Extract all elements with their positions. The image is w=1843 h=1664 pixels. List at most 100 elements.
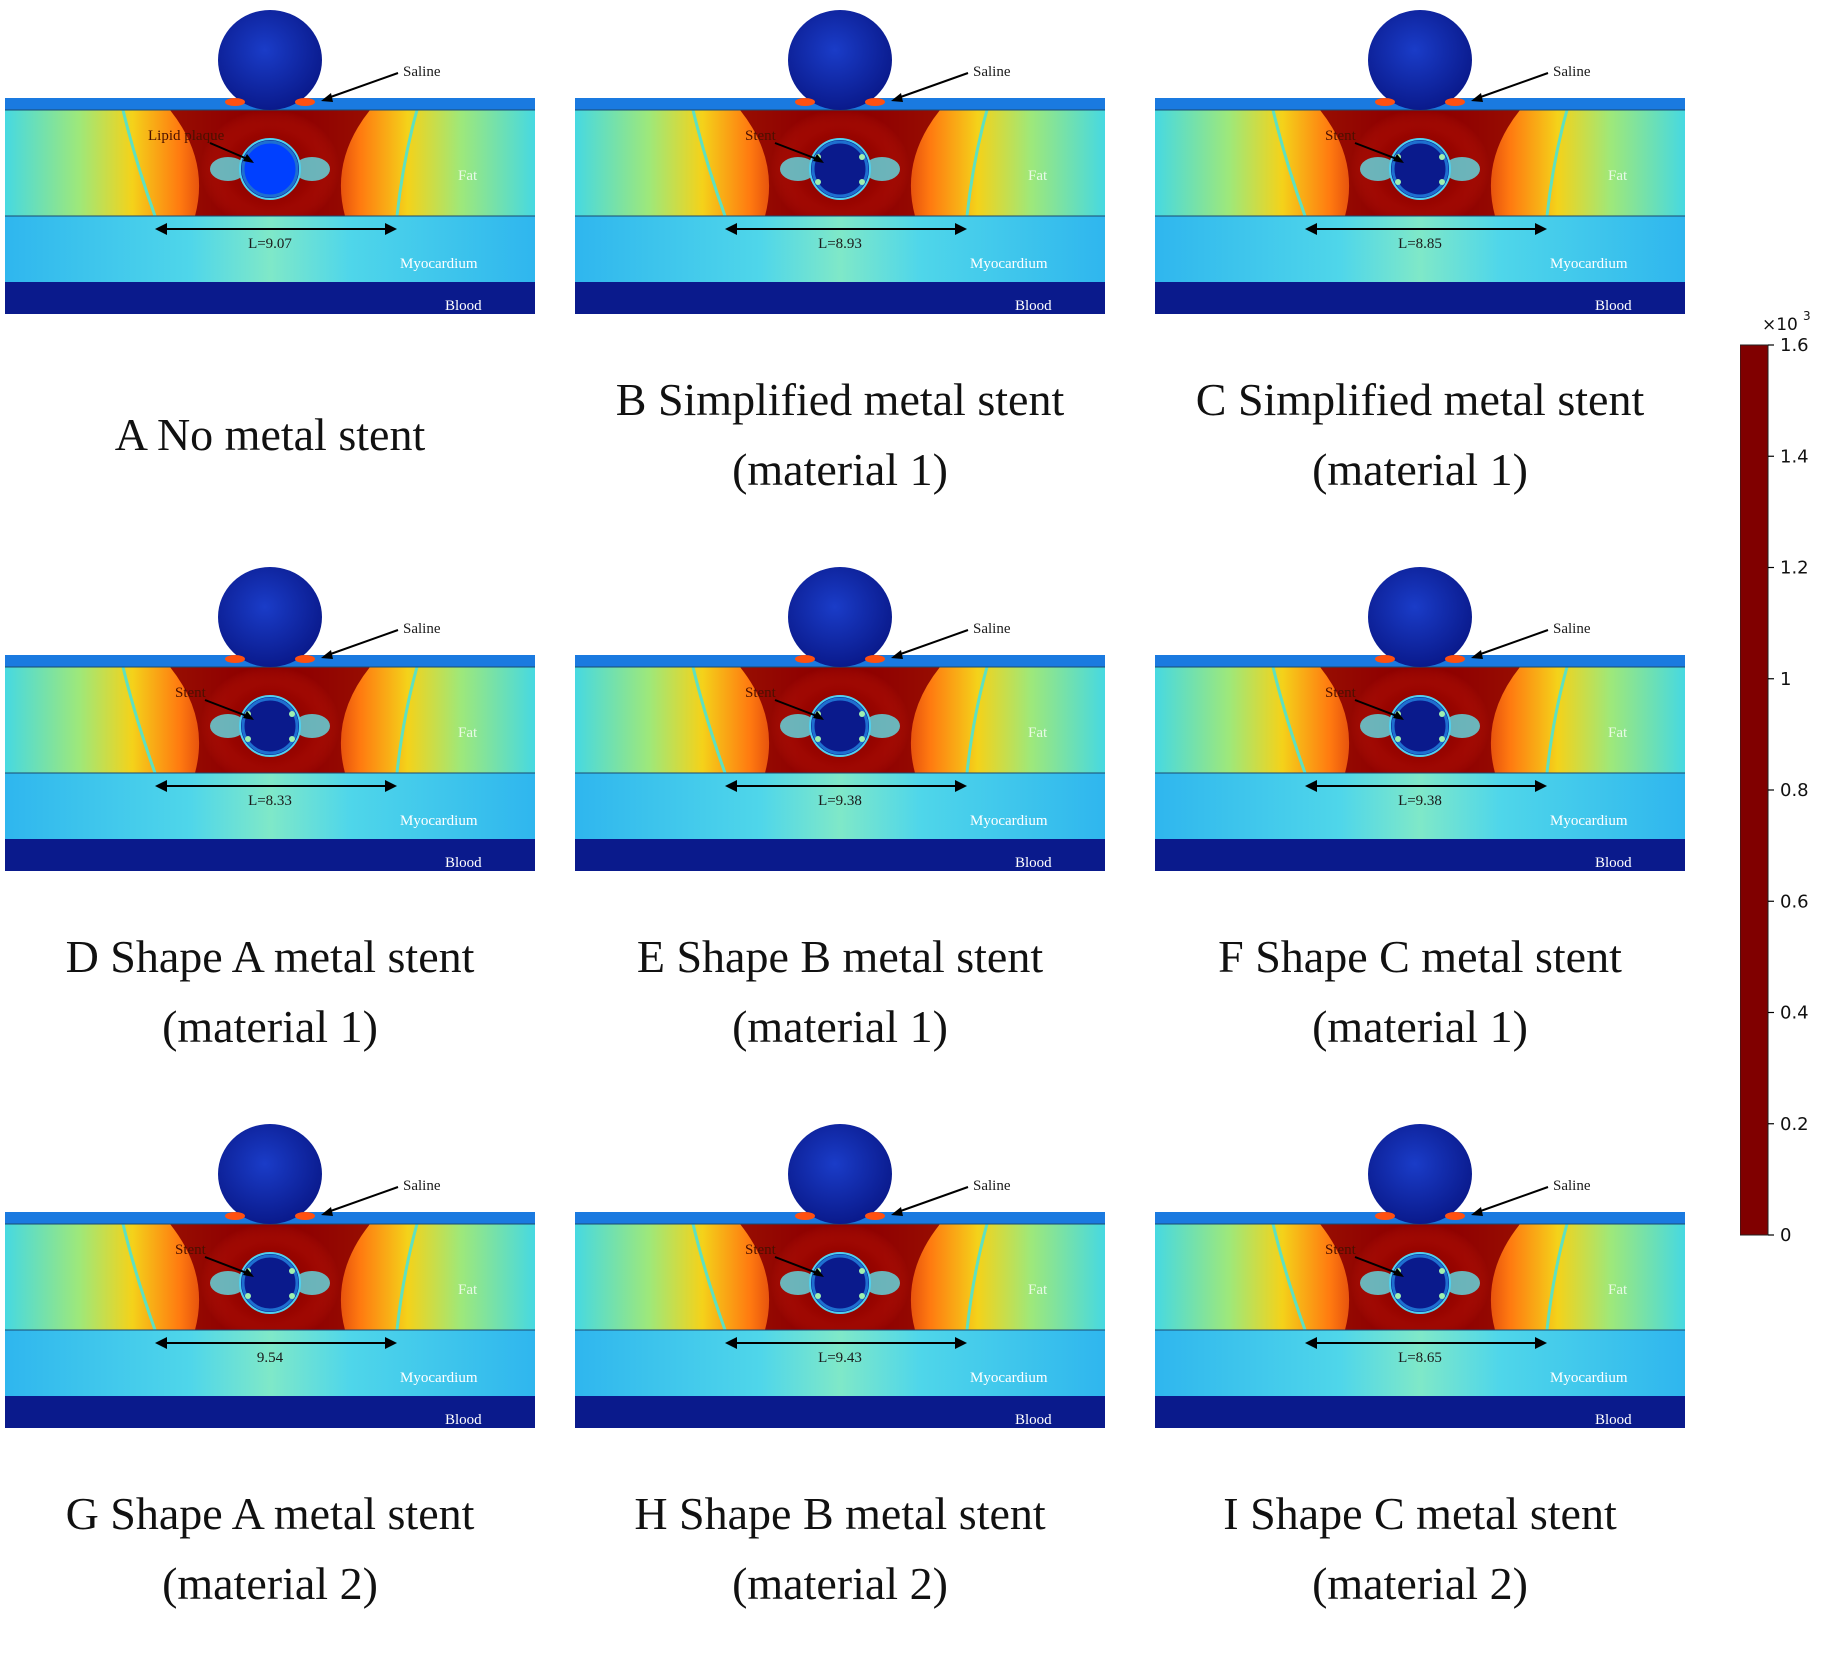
lesion-length-label: L=8.85 [1398, 236, 1442, 252]
saline-label: Saline [403, 1178, 441, 1194]
caption-line-2: (material 1) [732, 1001, 948, 1052]
panel-i: Saline Stent Fat L=8.65 Myocardium Blood… [1155, 1124, 1685, 1664]
myocardium-layer [575, 1330, 1105, 1396]
blood-label: Blood [445, 298, 482, 314]
lesion-length-label: L=9.07 [248, 236, 292, 252]
electrode [1368, 10, 1472, 110]
panel-caption: D Shape A metal stent (material 1) [5, 922, 535, 1062]
simulation-image: Saline Stent Fat L=9.43 Myocardium Blood [575, 1124, 1105, 1444]
panel-d: Saline Stent Fat L=8.33 Myocardium Blood… [5, 567, 535, 1107]
fat-label: Fat [1028, 725, 1048, 741]
colorbar-tick-label: 0.4 [1780, 1003, 1809, 1024]
colorbar-exponent: 3 [1803, 309, 1811, 323]
colorbar-tick-label: 0.2 [1780, 1114, 1809, 1135]
electrode [788, 10, 892, 110]
panel-caption: E Shape B metal stent (material 1) [575, 922, 1105, 1062]
colorbar-tick-label: 0 [1780, 1225, 1791, 1246]
caption-line-1: B Simplified metal stent [615, 374, 1065, 425]
simulation-image: Saline Stent Fat L=8.93 Myocardium Blood [575, 10, 1105, 330]
simulation-image: Saline Stent Fat L=8.33 Myocardium Blood [5, 567, 535, 887]
blood-layer [5, 839, 535, 871]
stent-label: Stent [1325, 685, 1357, 701]
blood-label: Blood [1015, 298, 1052, 314]
stent-label: Stent [1325, 1242, 1357, 1258]
colorbar-tick-label: 0.8 [1780, 780, 1809, 801]
stent-label: Stent [1325, 128, 1357, 144]
blood-label: Blood [445, 855, 482, 871]
caption-line-1: I Shape C metal stent [1223, 1488, 1617, 1539]
blood-label: Blood [445, 1412, 482, 1428]
colorbar-gradient [1739, 344, 1769, 1236]
myocardium-label: Myocardium [1550, 256, 1628, 272]
myocardium-layer [575, 773, 1105, 839]
lesion-length-label: 9.54 [257, 1350, 284, 1366]
myocardium-label: Myocardium [1550, 813, 1628, 829]
colorbar-tick-label: 1.4 [1780, 446, 1809, 467]
lesion-length-label: L=8.93 [818, 236, 862, 252]
blood-layer [1155, 1396, 1685, 1428]
simulation-image: Saline Lipid plaque Fat L=9.07 Myocardiu… [5, 10, 535, 330]
fat-label: Fat [1608, 1282, 1628, 1298]
saline-label: Saline [1553, 64, 1591, 80]
blood-label: Blood [1015, 1412, 1052, 1428]
caption-line-2: (material 1) [732, 444, 948, 495]
stent-label: Stent [745, 1242, 777, 1258]
myocardium-layer [5, 216, 535, 282]
caption-line-1: E Shape B metal stent [636, 931, 1044, 982]
stent-label: Lipid plaque [148, 128, 225, 144]
blood-label: Blood [1015, 855, 1052, 871]
myocardium-label: Myocardium [400, 256, 478, 272]
panel-caption: H Shape B metal stent (material 2) [575, 1479, 1105, 1619]
saline-label: Saline [973, 621, 1011, 637]
myocardium-layer [1155, 773, 1685, 839]
colorbar-tick-label: 1 [1780, 669, 1791, 690]
vessel [239, 695, 301, 757]
myocardium-layer [5, 1330, 535, 1396]
fat-label: Fat [1608, 725, 1628, 741]
electrode [218, 1124, 322, 1224]
fat-label: Fat [1608, 168, 1628, 184]
simulation-image: Saline Stent Fat L=8.65 Myocardium Blood [1155, 1124, 1685, 1444]
electrode [788, 1124, 892, 1224]
lesion-length-label: L=8.65 [1398, 1350, 1442, 1366]
caption-line-2: (material 1) [162, 1001, 378, 1052]
caption-line-2: (material 2) [162, 1558, 378, 1609]
fat-label: Fat [458, 168, 478, 184]
myocardium-layer [1155, 1330, 1685, 1396]
panel-caption: A No metal stent [5, 400, 535, 470]
blood-label: Blood [1595, 1412, 1632, 1428]
vessel [1389, 138, 1451, 200]
fat-label: Fat [458, 725, 478, 741]
stent-label: Stent [745, 685, 777, 701]
electrode [1368, 1124, 1472, 1224]
caption-line-2: (material 1) [1312, 1001, 1528, 1052]
panel-g: Saline Stent Fat 9.54 Myocardium Blood G… [5, 1124, 535, 1664]
simulation-image: Saline Stent Fat 9.54 Myocardium Blood [5, 1124, 535, 1444]
vessel [809, 138, 871, 200]
fat-label: Fat [1028, 168, 1048, 184]
panel-b: Saline Stent Fat L=8.93 Myocardium Blood… [575, 10, 1105, 550]
fat-label: Fat [1028, 1282, 1048, 1298]
blood-layer [575, 839, 1105, 871]
simulation-image: Saline Stent Fat L=9.38 Myocardium Blood [1155, 567, 1685, 887]
caption-line-1: G Shape A metal stent [65, 1488, 475, 1539]
myocardium-label: Myocardium [400, 813, 478, 829]
colorbar: ×10 3 0 0.2 0.4 0.6 0.8 1 1.2 1.4 1.6 [1739, 305, 1840, 1265]
saline-label: Saline [403, 621, 441, 637]
caption-line-1: C Simplified metal stent [1195, 374, 1645, 425]
caption-line-1: F Shape C metal stent [1218, 931, 1622, 982]
stent-label: Stent [175, 1242, 207, 1258]
stent-label: Stent [175, 685, 207, 701]
blood-label: Blood [1595, 855, 1632, 871]
blood-layer [1155, 839, 1685, 871]
caption-line-2: (material 2) [732, 1558, 948, 1609]
blood-layer [1155, 282, 1685, 314]
panel-f: Saline Stent Fat L=9.38 Myocardium Blood… [1155, 567, 1685, 1107]
panel-caption: C Simplified metal stent (material 1) [1155, 365, 1685, 505]
blood-layer [575, 1396, 1105, 1428]
panel-h: Saline Stent Fat L=9.43 Myocardium Blood… [575, 1124, 1105, 1664]
panel-caption: F Shape C metal stent (material 1) [1155, 922, 1685, 1062]
colorbar-tick-label: 1.2 [1780, 558, 1809, 579]
lesion-length-label: L=9.43 [818, 1350, 862, 1366]
myocardium-label: Myocardium [970, 813, 1048, 829]
